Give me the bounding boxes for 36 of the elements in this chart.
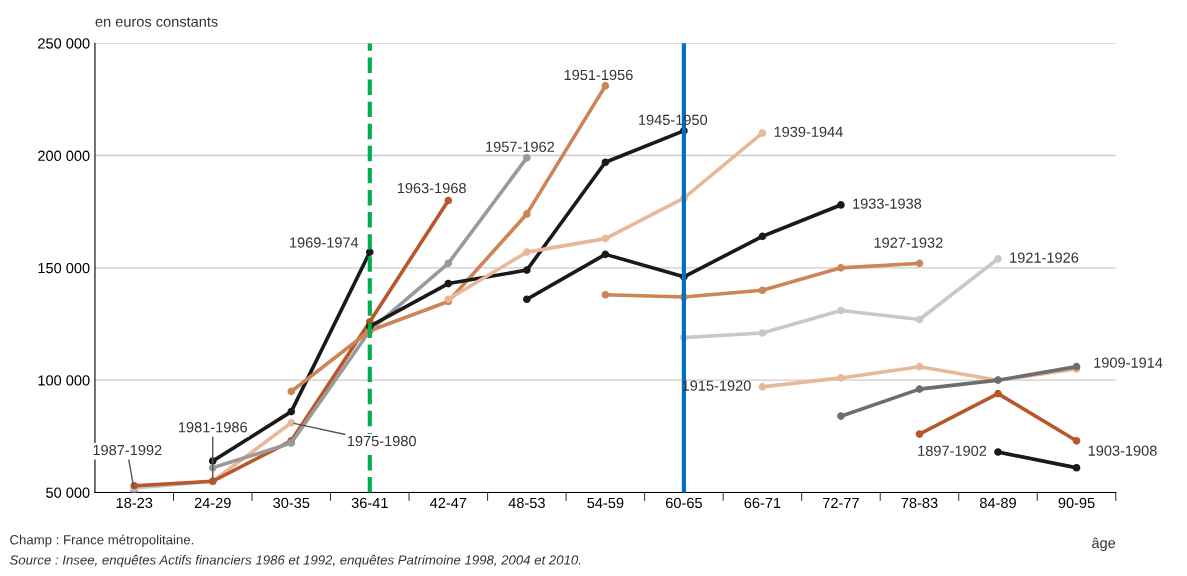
y-tick-label: 100 000 [38,375,90,386]
x-tick-label: 24-29 [194,497,231,509]
series-label: 1963-1968 [397,182,466,194]
source-note: Source : Insee, enquêtes Actifs financiers 1986 et 1992, enquêtes Patrimoine 1998, 2004 et 2010. [9,554,581,568]
series-label: 1921-1926 [1010,252,1079,263]
series-label: 1933-1938 [853,198,922,209]
x-axis-title: âge [1092,537,1116,552]
series-label: 1927-1932 [874,237,943,248]
y-tick-label: 200 000 [38,150,90,161]
x-tick-label: 48-53 [508,497,545,509]
y-tick-label: 250 000 [38,38,90,49]
y-tick-label: 150 000 [38,262,90,274]
x-tick-label: 54-59 [587,497,624,509]
text: Champ : France métropolitaine. [10,534,194,548]
x-tick-label: 30-35 [273,497,310,509]
y-axis-title: en euros constants [95,17,218,27]
series-label: 1969-1974 [290,237,359,248]
series-label: 1951-1956 [564,69,633,81]
x-tick-label: 66-71 [744,497,781,509]
x-tick-label: 36-41 [351,497,388,509]
y-tick-label: 50 000 [46,487,90,498]
x-tick-label: 18-23 [116,497,153,509]
x-tick-label: 42-47 [430,497,467,508]
x-tick-label: 84-89 [979,497,1016,509]
text: 1975-1980 [347,435,416,447]
x-tick-label: 90-95 [1058,497,1095,509]
series-label: 1897-1902 [918,445,987,456]
x-tick-label: 60-65 [665,497,702,509]
series-label: 1939-1944 [774,126,843,137]
series-label: 1909-1914 [1094,357,1163,368]
series-label: 1957-1962 [486,141,555,152]
x-tick-label: 78-83 [901,497,938,509]
x-tick-label: 72-77 [823,497,859,508]
text: 1987-1992 [93,444,162,456]
text: 1981-1986 [178,422,247,433]
series-label: 1903-1908 [1088,445,1157,456]
